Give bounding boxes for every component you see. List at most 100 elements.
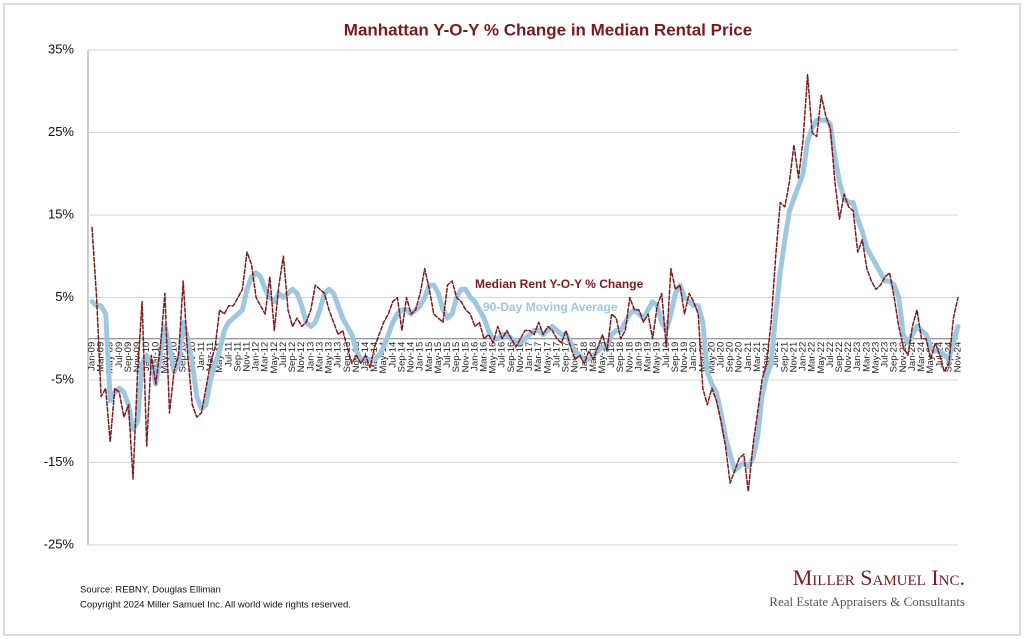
x-tick-label: Sep-13 <box>342 342 353 373</box>
x-tick-label: Mar-24 <box>916 342 927 372</box>
y-tick-label: -5% <box>51 371 75 386</box>
x-tick-label: Jan-13 <box>305 342 316 371</box>
x-tick-label: Jan-15 <box>415 342 426 371</box>
x-tick-label: Nov-23 <box>898 342 909 373</box>
x-tick-label: Jan-24 <box>907 342 918 371</box>
x-tick-label: Jan-19 <box>633 342 644 371</box>
x-tick-label: Nov-14 <box>406 342 417 373</box>
x-tick-label: Sep-14 <box>396 342 407 373</box>
x-tick-label: Jan-20 <box>688 342 699 371</box>
y-tick-label: -25% <box>44 536 75 551</box>
x-tick-label: Jul-13 <box>333 342 344 368</box>
x-tick-label: Nov-13 <box>351 342 362 373</box>
x-tick-label: Jan-09 <box>87 342 98 371</box>
x-tick-label: Nov-15 <box>460 342 471 373</box>
x-tick-label: Mar-11 <box>205 342 216 371</box>
x-tick-label: Jul-15 <box>442 342 453 368</box>
x-tick-label: Jul-20 <box>716 342 727 368</box>
x-tick-label: Sep-20 <box>725 342 736 373</box>
y-tick-label: 15% <box>48 206 74 221</box>
x-tick-label: May-15 <box>433 342 444 374</box>
x-tick-label: Nov-18 <box>624 342 635 373</box>
x-tick-label: Mar-09 <box>96 342 107 372</box>
x-tick-label: Sep-18 <box>615 342 626 373</box>
x-tick-label: May-10 <box>159 342 170 374</box>
x-tick-label: Nov-16 <box>515 342 526 373</box>
x-tick-label: Jan-23 <box>852 342 863 371</box>
x-tick-label: Jul-17 <box>551 342 562 368</box>
data-line <box>89 117 961 474</box>
x-tick-label: Sep-09 <box>123 342 134 373</box>
x-tick-label: Nov-17 <box>570 342 581 373</box>
x-tick-label: Jul-11 <box>223 342 234 367</box>
x-tick-label: Jan-12 <box>251 342 262 371</box>
x-tick-label: Jul-21 <box>770 342 781 368</box>
x-tick-label: Jan-16 <box>469 342 480 371</box>
frame <box>3 3 1021 636</box>
x-tick-label: Sep-17 <box>561 342 572 373</box>
x-tick-label: Mar-23 <box>861 342 872 372</box>
x-tick-label: Sep-23 <box>889 342 900 373</box>
x-tick-label: Mar-19 <box>643 342 654 372</box>
x-tick-label: Jul-14 <box>387 342 398 368</box>
x-tick-label: Nov-21 <box>788 342 799 373</box>
x-tick-label: Mar-22 <box>807 342 818 372</box>
x-tick-label: Jan-17 <box>524 342 535 371</box>
x-tick-label: Jul-24 <box>934 342 945 368</box>
x-tick-label: Nov-24 <box>953 342 964 373</box>
x-tick-label: May-22 <box>816 342 827 374</box>
x-tick-label: May-16 <box>488 342 499 374</box>
plot-area: -25%-15%-5%5%15%25%35%Jan-09Mar-09May-09… <box>44 41 964 551</box>
x-tick-label: Mar-20 <box>697 342 708 372</box>
x-tick-label: May-18 <box>597 342 608 374</box>
legend-label: Median Rent Y-O-Y % Change <box>475 277 644 291</box>
brand-name: Miller Samuel Inc. <box>793 565 965 590</box>
x-tick-label: May-12 <box>269 342 280 374</box>
x-tick-label: Nov-20 <box>734 342 745 373</box>
x-tick-label: May-17 <box>542 342 553 374</box>
x-tick-label: Sep-10 <box>178 342 189 373</box>
x-tick-label: May-23 <box>870 342 881 374</box>
x-tick-label: Jul-12 <box>278 342 289 368</box>
y-tick-label: 5% <box>55 289 74 304</box>
x-tick-label: Jul-19 <box>661 342 672 368</box>
x-tick-label: Nov-22 <box>843 342 854 373</box>
x-tick-label: Jul-18 <box>606 342 617 368</box>
x-tick-label: Sep-15 <box>451 342 462 373</box>
x-tick-label: May-19 <box>652 342 663 374</box>
x-tick-label: Sep-19 <box>670 342 681 373</box>
source-note: Source: REBNY, Douglas Elliman <box>80 585 221 596</box>
x-tick-label: Mar-12 <box>260 342 271 372</box>
y-tick-label: 35% <box>48 41 74 56</box>
x-tick-label: Mar-17 <box>533 342 544 372</box>
x-tick-label: Nov-19 <box>679 342 690 373</box>
x-tick-label: Jul-23 <box>880 342 891 368</box>
x-tick-label: May-14 <box>378 342 389 374</box>
legend-label: 90-Day Moving Average <box>483 300 618 314</box>
brand-tagline: Real Estate Appraisers & Consultants <box>769 594 965 609</box>
x-tick-label: Sep-11 <box>232 342 243 372</box>
x-tick-label: Jan-22 <box>798 342 809 371</box>
x-tick-label: Nov-11 <box>241 342 252 372</box>
x-tick-label: Mar-16 <box>478 342 489 372</box>
x-tick-label: Jan-11 <box>196 342 207 370</box>
copyright-note: Copyright 2024 Miller Samuel Inc. All wo… <box>80 600 351 611</box>
x-tick-label: Mar-21 <box>752 342 763 372</box>
x-tick-label: Mar-15 <box>424 342 435 372</box>
x-tick-label: May-20 <box>706 342 717 374</box>
x-tick-label: Sep-12 <box>287 342 298 373</box>
x-tick-label: Jul-09 <box>114 342 125 368</box>
x-tick-label: Nov-12 <box>296 342 307 373</box>
x-tick-label: Sep-16 <box>506 342 517 373</box>
x-tick-label: Sep-21 <box>779 342 790 373</box>
y-tick-label: 25% <box>48 124 74 139</box>
y-tick-label: -15% <box>44 454 75 469</box>
x-tick-label: Nov-09 <box>132 342 143 373</box>
x-tick-label: Jan-21 <box>743 342 754 371</box>
x-tick-label: Jul-10 <box>169 342 180 368</box>
x-tick-label: Mar-10 <box>150 342 161 372</box>
chart-title: Manhattan Y-O-Y % Change in Median Renta… <box>344 20 752 39</box>
x-tick-label: Jul-16 <box>497 342 508 368</box>
x-tick-label: May-13 <box>324 342 335 374</box>
